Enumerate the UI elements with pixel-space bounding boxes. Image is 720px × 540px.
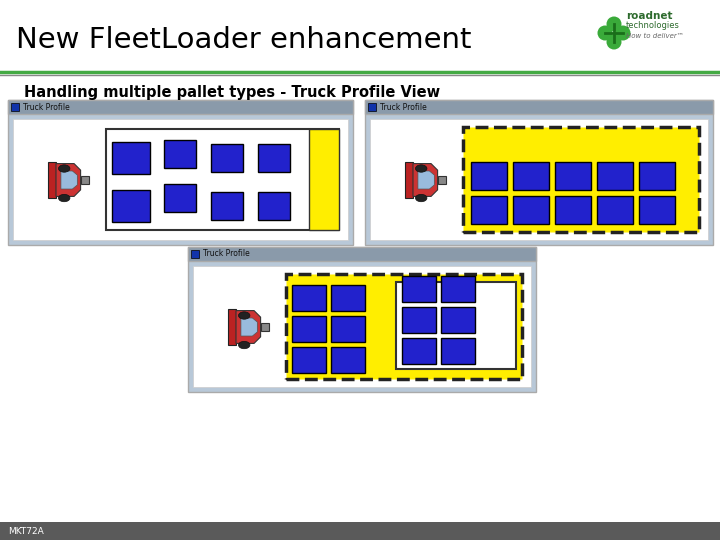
Bar: [368, 103, 376, 111]
Bar: [402, 276, 436, 302]
Bar: [8, 100, 353, 114]
Bar: [286, 274, 522, 379]
Text: Truck Profile: Truck Profile: [23, 103, 70, 111]
Bar: [402, 338, 436, 364]
Bar: [211, 144, 243, 172]
Ellipse shape: [415, 165, 427, 172]
Bar: [365, 100, 713, 245]
Bar: [513, 196, 549, 224]
Bar: [441, 276, 475, 302]
Bar: [441, 307, 475, 333]
Bar: [48, 162, 56, 198]
Circle shape: [616, 25, 631, 40]
Bar: [8, 100, 353, 245]
Polygon shape: [418, 171, 434, 189]
Text: MKT72A: MKT72A: [8, 526, 44, 536]
Text: technologies: technologies: [626, 21, 680, 30]
Text: How to deliver™: How to deliver™: [626, 33, 684, 39]
Bar: [112, 190, 150, 222]
Bar: [188, 247, 536, 261]
Bar: [211, 192, 243, 220]
Bar: [112, 142, 150, 174]
Bar: [555, 196, 591, 224]
Circle shape: [606, 17, 621, 31]
Bar: [471, 196, 507, 224]
Polygon shape: [61, 171, 77, 189]
Ellipse shape: [415, 194, 427, 202]
Bar: [471, 162, 507, 190]
Bar: [193, 266, 531, 387]
Bar: [258, 144, 290, 172]
Bar: [258, 192, 290, 220]
Bar: [228, 309, 236, 345]
Ellipse shape: [238, 312, 250, 319]
Circle shape: [606, 35, 621, 50]
Bar: [405, 162, 413, 198]
Bar: [402, 307, 436, 333]
Bar: [0, 522, 720, 540]
Bar: [597, 162, 633, 190]
Bar: [164, 140, 196, 168]
Bar: [309, 129, 339, 230]
Bar: [331, 347, 365, 373]
Bar: [11, 103, 19, 111]
Text: New FleetLoader enhancement: New FleetLoader enhancement: [16, 26, 472, 54]
Circle shape: [598, 25, 613, 40]
Bar: [13, 119, 348, 240]
Bar: [191, 250, 199, 258]
Bar: [292, 316, 326, 342]
Bar: [441, 338, 475, 364]
Text: Handling multiple pallet types - Truck Profile View: Handling multiple pallet types - Truck P…: [24, 84, 440, 99]
Bar: [164, 184, 196, 212]
Bar: [106, 129, 339, 230]
Polygon shape: [56, 164, 81, 197]
Text: Truck Profile: Truck Profile: [380, 103, 427, 111]
Bar: [639, 162, 675, 190]
Bar: [292, 347, 326, 373]
Bar: [438, 176, 446, 184]
Ellipse shape: [58, 165, 70, 172]
Bar: [463, 127, 699, 232]
Bar: [370, 119, 708, 240]
Polygon shape: [241, 318, 257, 336]
Bar: [555, 162, 591, 190]
Bar: [188, 247, 536, 392]
Bar: [396, 282, 516, 369]
Bar: [331, 316, 365, 342]
Ellipse shape: [238, 341, 250, 349]
Bar: [597, 196, 633, 224]
Polygon shape: [413, 164, 438, 197]
Bar: [639, 196, 675, 224]
Bar: [331, 285, 365, 311]
Text: roadnet: roadnet: [626, 11, 672, 21]
Bar: [292, 285, 326, 311]
Bar: [81, 176, 89, 184]
Text: Truck Profile: Truck Profile: [203, 249, 250, 259]
Polygon shape: [236, 310, 261, 343]
Bar: [513, 162, 549, 190]
Bar: [365, 100, 713, 114]
Bar: [261, 323, 269, 331]
Ellipse shape: [58, 194, 70, 202]
